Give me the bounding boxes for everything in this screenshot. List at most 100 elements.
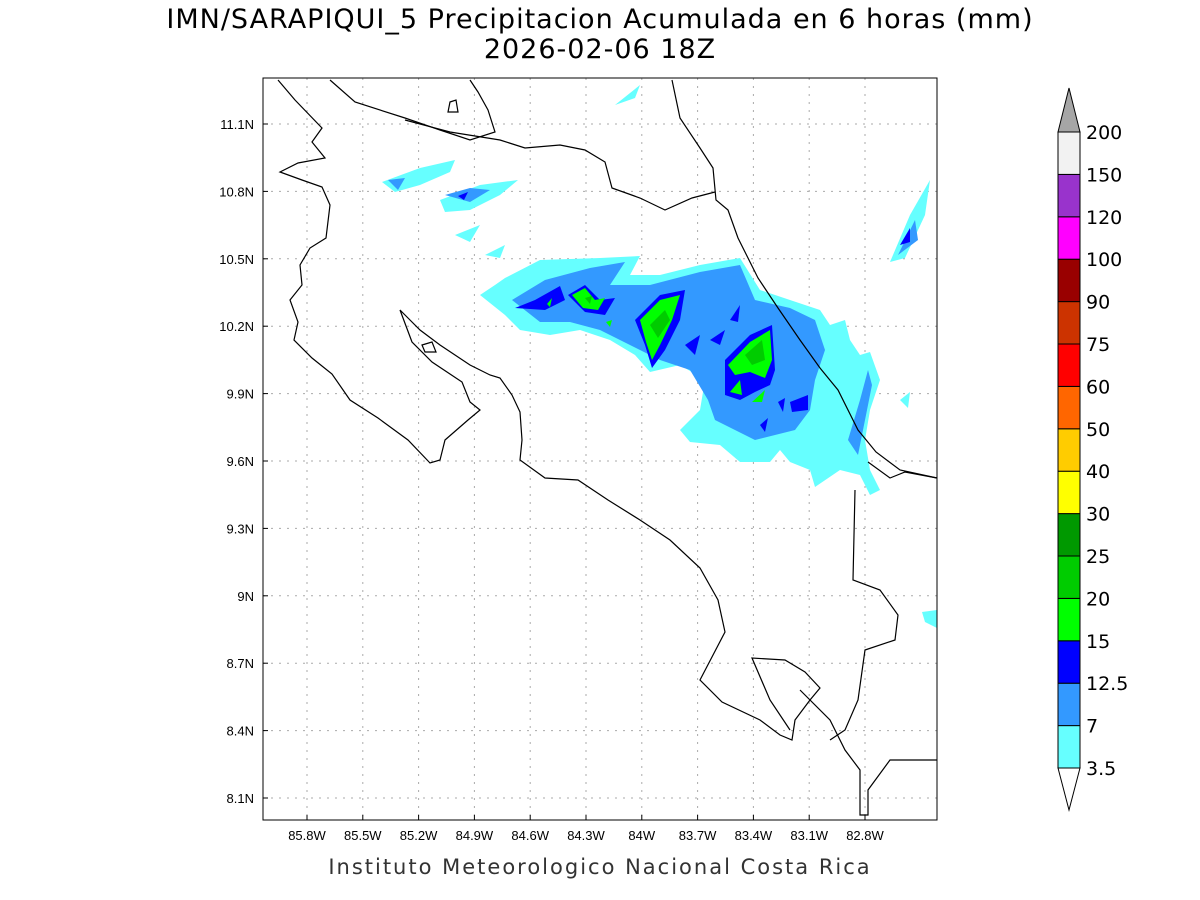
precip-area	[900, 228, 910, 245]
lon-label: 83.4W	[735, 828, 773, 843]
precip-area	[606, 320, 612, 327]
precip-area	[778, 398, 785, 412]
coastlines	[277, 79, 938, 816]
gridlines	[263, 78, 937, 820]
precip-area	[650, 310, 670, 338]
colorbar-label: 30	[1086, 504, 1110, 526]
coastline	[277, 79, 821, 741]
coastline	[799, 689, 937, 816]
lat-label: 8.7N	[227, 656, 254, 671]
lat-label: 9.9N	[227, 387, 254, 402]
lon-label: 82.8W	[846, 828, 884, 843]
colorbar-label: 100	[1086, 249, 1122, 271]
precip-area	[458, 192, 468, 200]
precip-area	[445, 188, 490, 202]
precip-area	[585, 296, 592, 304]
precip-area	[760, 418, 768, 432]
border	[829, 489, 899, 741]
colorbar-under-arrow	[1057, 767, 1081, 812]
colorbar-label: 90	[1086, 292, 1110, 314]
precip-area	[710, 330, 725, 345]
coastline	[671, 79, 938, 479]
lat-label: 9N	[237, 589, 254, 604]
colorbar-swatch	[1057, 725, 1081, 769]
colorbar-swatch	[1057, 301, 1081, 345]
lon-label: 85.8W	[288, 828, 326, 843]
colorbar-label: 200	[1086, 122, 1122, 144]
lat-label: 8.4N	[227, 724, 254, 739]
colorbar-label: 120	[1086, 207, 1122, 229]
longitude-axis: 85.8W 85.5W 85.2W 84.9W 84.6W 84.3W 84W 83.7W 83…	[288, 815, 885, 843]
colorbar-swatch	[1057, 131, 1081, 175]
colorbar-swatch	[1057, 258, 1081, 303]
colorbar-label: 60	[1086, 376, 1110, 398]
colorbar-swatch	[1057, 173, 1081, 218]
lat-label: 10.8N	[219, 184, 254, 199]
precip-area	[382, 160, 455, 192]
lon-label: 83.7W	[679, 828, 717, 843]
precip-area	[455, 225, 480, 242]
precip-area	[745, 340, 765, 365]
latitude-axis: 11.1N 10.8N 10.5N 10.2N 9.9N 9.6N 9.3N 9N 8.7N 8.…	[219, 117, 268, 806]
colorbar-swatch	[1057, 470, 1081, 515]
coastline	[447, 99, 459, 113]
coastline	[421, 341, 437, 353]
precip-area	[685, 335, 700, 355]
precip-area	[515, 286, 565, 310]
lon-label: 84W	[628, 828, 655, 843]
colorbar-label: 20	[1086, 588, 1110, 610]
map-datetime: 2026-02-06 18Z	[483, 34, 717, 65]
colorbar-swatch	[1057, 640, 1081, 684]
map-frame	[262, 77, 938, 821]
lon-label: 83.1W	[790, 828, 828, 843]
coastline	[867, 461, 938, 479]
precip-area	[547, 298, 552, 307]
colorbar-label: 12.5	[1086, 673, 1128, 695]
colorbar-swatch	[1057, 555, 1081, 599]
map-title: IMN/SARAPIQUI_5 Precipitacion Acumulada …	[166, 4, 1034, 35]
colorbar-swatch	[1057, 343, 1081, 387]
lon-label: 85.5W	[344, 828, 382, 843]
coastline	[329, 79, 496, 141]
lat-label: 10.2N	[219, 319, 254, 334]
colorbar-over-arrow	[1057, 87, 1081, 133]
precip-area	[790, 395, 808, 412]
colorbar-swatch	[1057, 682, 1081, 727]
precip-area	[752, 390, 765, 402]
colorbar-swatch	[1057, 385, 1081, 430]
precipitation-field	[382, 85, 937, 628]
colorbar-label: 50	[1086, 419, 1110, 441]
precip-area	[848, 370, 872, 455]
precip-area	[890, 180, 930, 262]
lon-label: 84.6W	[511, 828, 549, 843]
precip-area	[922, 610, 937, 628]
colorbar: 3.5 7 12.5 15 20 25 30 40 50 60 75 90 100 120 150 200	[1057, 87, 1128, 812]
colorbar-label: 75	[1086, 334, 1110, 356]
border	[404, 119, 716, 211]
colorbar-label: 7	[1086, 716, 1098, 738]
precip-area	[615, 85, 640, 105]
lat-label: 10.5N	[219, 252, 254, 267]
colorbar-label: 25	[1086, 546, 1110, 568]
lon-label: 84.3W	[567, 828, 605, 843]
lat-label: 8.1N	[227, 791, 254, 806]
precip-area	[485, 245, 505, 258]
footer-credit: Instituto Meteorologico Nacional Costa R…	[328, 855, 872, 879]
precip-area	[730, 305, 740, 322]
colorbar-label: 150	[1086, 164, 1122, 186]
lat-label: 11.1N	[220, 117, 254, 132]
colorbar-swatch	[1057, 428, 1081, 472]
colorbar-swatch	[1057, 513, 1081, 557]
lon-label: 84.9W	[456, 828, 494, 843]
lon-label: 85.2W	[400, 828, 438, 843]
precip-area	[900, 392, 910, 408]
lat-label: 9.6N	[227, 454, 254, 469]
colorbar-swatch	[1057, 216, 1081, 260]
colorbar-label: 40	[1086, 461, 1110, 483]
lat-label: 9.3N	[227, 521, 254, 536]
colorbar-label: 3.5	[1086, 758, 1116, 780]
precip-area	[730, 380, 742, 395]
precip-area	[388, 178, 405, 190]
colorbar-label: 15	[1086, 631, 1110, 653]
